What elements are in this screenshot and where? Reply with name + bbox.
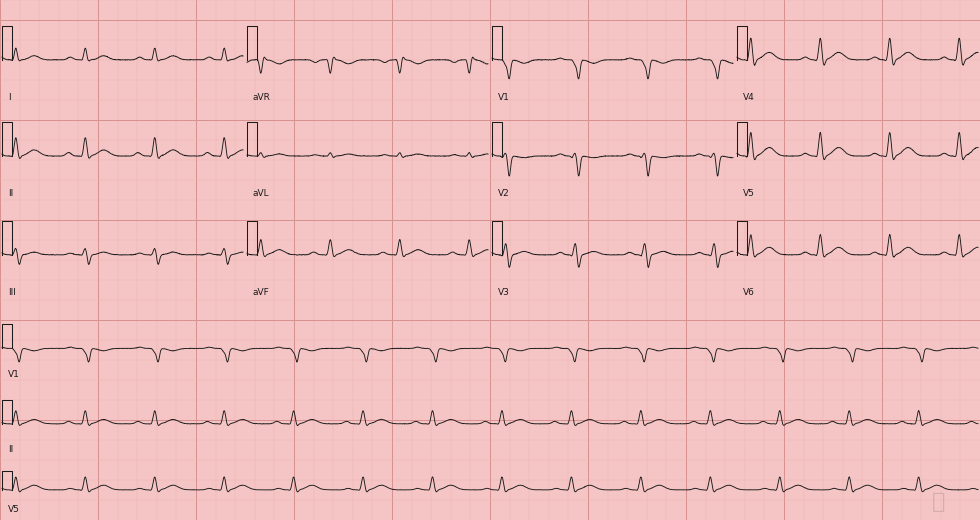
Text: 🐂: 🐂	[932, 492, 946, 512]
Text: III: III	[8, 288, 16, 297]
Text: aVL: aVL	[253, 189, 270, 198]
Text: V2: V2	[498, 189, 510, 198]
Text: II: II	[8, 189, 13, 198]
Text: aVF: aVF	[253, 288, 270, 297]
Text: I: I	[8, 93, 11, 102]
Text: V1: V1	[8, 370, 20, 379]
Text: aVR: aVR	[253, 93, 270, 102]
Text: II: II	[8, 446, 13, 454]
Text: V5: V5	[8, 505, 20, 514]
Text: V1: V1	[498, 93, 510, 102]
Text: V3: V3	[498, 288, 510, 297]
Text: V6: V6	[743, 288, 755, 297]
Text: V5: V5	[743, 189, 755, 198]
Text: V4: V4	[743, 93, 755, 102]
